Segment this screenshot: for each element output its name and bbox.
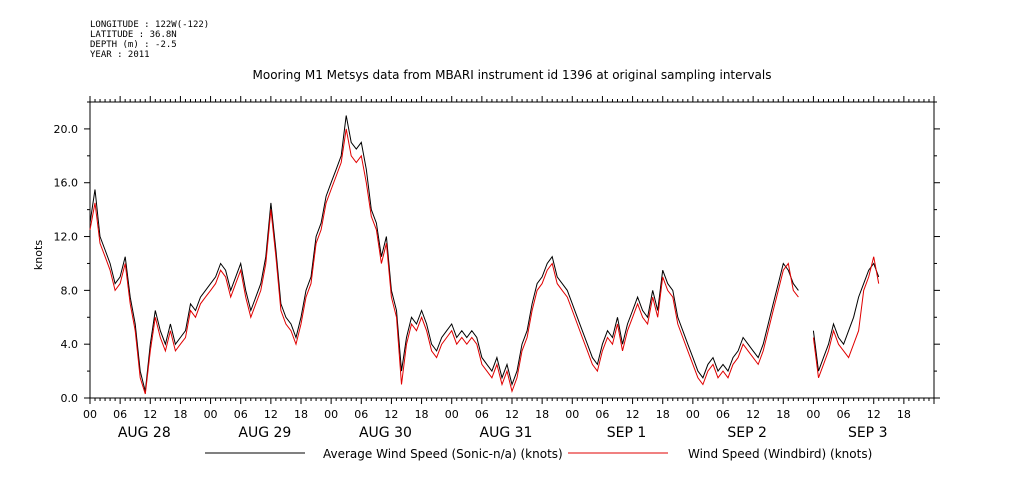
x-day-label: SEP 3 <box>848 425 888 441</box>
y-tick-label: 16.0 <box>54 177 79 190</box>
x-tick-label: 18 <box>535 408 549 421</box>
depth-label: DEPTH (m) : -2.5 <box>90 40 177 50</box>
x-tick-label: 18 <box>897 408 911 421</box>
x-tick-label: 18 <box>173 408 187 421</box>
x-tick-label: 12 <box>384 408 398 421</box>
legend-label-windbird: Wind Speed (Windbird) (knots) <box>688 447 872 461</box>
x-day-label: AUG 31 <box>480 425 533 441</box>
x-day-label: SEP 2 <box>727 425 767 441</box>
y-tick-label: 8.0 <box>61 284 79 297</box>
x-tick-label: 12 <box>264 408 278 421</box>
x-tick-label: 00 <box>806 408 820 421</box>
x-tick-label: 00 <box>565 408 579 421</box>
x-tick-label: 06 <box>716 408 730 421</box>
longitude-label: LONGITUDE : 122W(-122) <box>90 20 210 30</box>
plot-lines <box>89 115 880 395</box>
series-line-1 <box>812 256 880 378</box>
plot-axes: 00 06 12 18 00 06 12 18 00 06 12 18 00 06 12 18 00 06 12 18… <box>54 96 940 441</box>
x-tick-label: 12 <box>867 408 881 421</box>
x-tick-label: 12 <box>626 408 640 421</box>
y-tick-label: 0.0 <box>61 392 79 405</box>
x-tick-label: 06 <box>234 408 248 421</box>
legend: Average Wind Speed (Sonic-n/a) (knots) W… <box>205 447 872 461</box>
x-tick-label: 18 <box>656 408 670 421</box>
x-tick-label: 18 <box>294 408 308 421</box>
x-tick-label: 06 <box>837 408 851 421</box>
x-day-label: SEP 1 <box>607 425 647 441</box>
plot-frame <box>89 101 935 399</box>
x-tick-label: 00 <box>324 408 338 421</box>
y-tick-label: 12.0 <box>54 231 79 244</box>
x-tick-label: 06 <box>354 408 368 421</box>
x-tick-label: 06 <box>595 408 609 421</box>
year-label: YEAR : 2011 <box>90 50 150 60</box>
latitude-label: LATITUDE : 36.8N <box>90 30 177 40</box>
y-axis-label: knots <box>32 240 45 270</box>
x-day-label: AUG 30 <box>359 425 412 441</box>
x-day-label: AUG 29 <box>238 425 291 441</box>
x-tick-label: 00 <box>83 408 97 421</box>
x-tick-label: 18 <box>776 408 790 421</box>
legend-label-average: Average Wind Speed (Sonic-n/a) (knots) <box>323 447 563 461</box>
x-tick-label: 00 <box>204 408 218 421</box>
x-day-label: AUG 28 <box>118 425 171 441</box>
x-tick-label: 06 <box>475 408 489 421</box>
x-tick-label: 00 <box>445 408 459 421</box>
y-tick-label: 4.0 <box>61 338 79 351</box>
metadata-block: LONGITUDE : 122W(-122) LATITUDE : 36.8N … <box>90 20 209 60</box>
series-line-0 <box>812 262 880 372</box>
x-tick-label: 12 <box>143 408 157 421</box>
series-line-1 <box>89 128 799 395</box>
x-tick-label: 06 <box>113 408 127 421</box>
x-tick-label: 18 <box>415 408 429 421</box>
series-line-0 <box>89 115 799 392</box>
y-tick-label: 20.0 <box>54 123 79 136</box>
x-tick-label: 12 <box>746 408 760 421</box>
x-tick-label: 00 <box>686 408 700 421</box>
x-tick-label: 12 <box>505 408 519 421</box>
chart-title: Mooring M1 Metsys data from MBARI instru… <box>252 68 772 82</box>
